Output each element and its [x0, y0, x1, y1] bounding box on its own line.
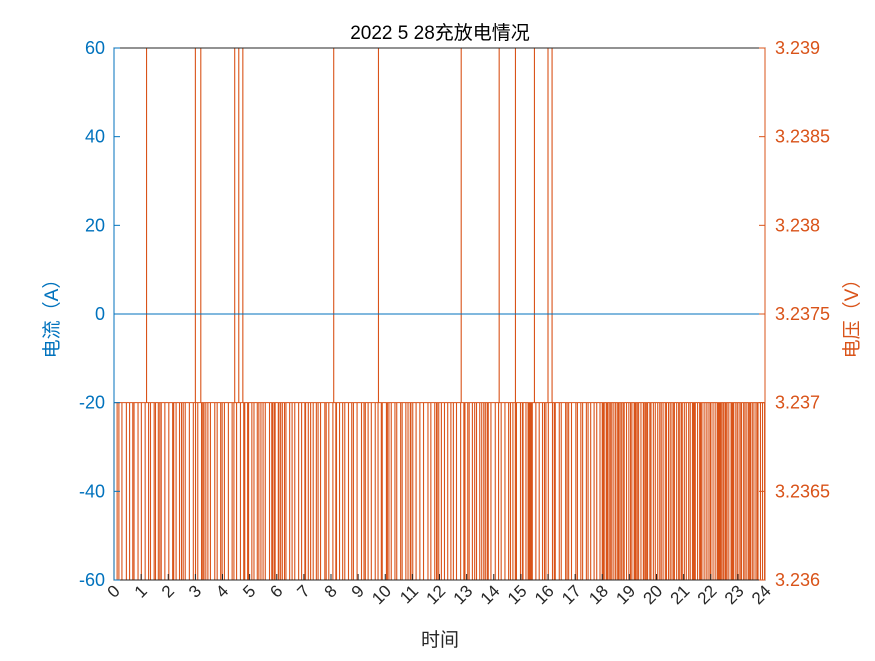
right-y-tick-label-3: 3.2375: [775, 304, 830, 324]
voltage-series: [113, 48, 766, 580]
plot-series: [113, 48, 766, 580]
x-axis-label: 时间: [421, 629, 459, 651]
left-y-axis-label: 电流（A）: [41, 270, 63, 359]
left-y-tick-label-5: 40: [85, 127, 105, 147]
left-y-axis-ticks: -60 -40 -20 0 20 40 60: [79, 38, 120, 590]
left-y-tick-label-3: 0: [95, 304, 105, 324]
left-y-tick-label-2: -20: [79, 393, 105, 413]
right-y-tick-label-4: 3.238: [775, 215, 820, 235]
chart-title: 2022 5 28充放电情况: [350, 22, 530, 44]
right-y-axis-label: 电压（V）: [841, 270, 863, 359]
left-y-tick-label-6: 60: [85, 38, 105, 58]
right-y-tick-label-2: 3.237: [775, 393, 820, 413]
left-y-tick-label-4: 20: [85, 215, 105, 235]
right-y-tick-label-1: 3.2365: [775, 481, 830, 501]
left-y-tick-label-1: -40: [79, 481, 105, 501]
right-y-tick-label-6: 3.239: [775, 38, 820, 58]
left-y-tick-label-0: -60: [79, 570, 105, 590]
right-y-tick-label-5: 3.2385: [775, 127, 830, 147]
right-y-axis-ticks: 3.236 3.2365 3.237 3.2375 3.238 3.2385 3.239: [759, 38, 830, 590]
right-y-tick-label-0: 3.236: [775, 570, 820, 590]
